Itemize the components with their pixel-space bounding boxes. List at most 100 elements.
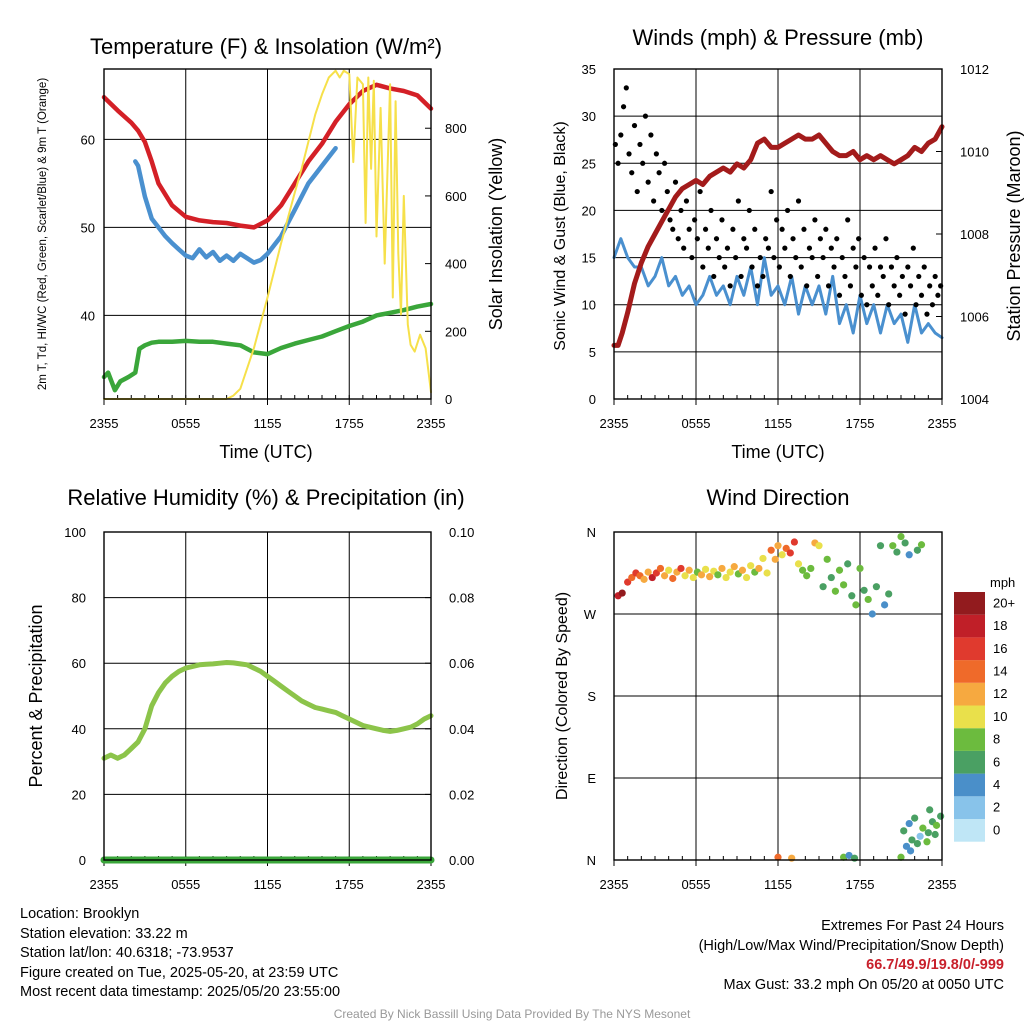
direction-point <box>885 590 893 598</box>
gust-point <box>888 264 895 270</box>
gust-point <box>631 122 638 129</box>
gust-point <box>894 254 900 261</box>
y-tick-label-left: 5 <box>589 345 596 360</box>
series-line-rh_green <box>101 660 434 761</box>
gust-point <box>864 302 870 308</box>
x-tick-label: 0555 <box>682 877 711 892</box>
gust-point <box>746 207 752 214</box>
x-tick-label: 2355 <box>928 877 957 892</box>
direction-point <box>831 587 840 595</box>
gust-point <box>886 302 892 308</box>
direction-point <box>937 812 945 820</box>
colorbar-label: 0 <box>993 822 1000 837</box>
y-tick-label-right: 200 <box>445 324 467 339</box>
direction-point <box>677 564 685 573</box>
gust-point <box>661 160 668 166</box>
panel-title: Relative Humidity (%) & Precipitation (i… <box>67 485 464 510</box>
gust-point <box>790 236 796 242</box>
gust-point <box>779 226 785 232</box>
direction-point <box>835 566 844 574</box>
gust-point <box>847 283 854 289</box>
y-axis-label-left: Percent & Precipitation <box>26 604 46 787</box>
direction-point <box>917 541 926 549</box>
y-tick-label-left: 40 <box>81 308 95 323</box>
gust-point <box>713 236 720 242</box>
credit-text: Created By Nick Bassill Using Data Provi… <box>333 1007 691 1021</box>
direction-point <box>908 836 916 844</box>
direction-point <box>790 538 799 546</box>
direction-point <box>778 551 786 559</box>
series-line-green <box>101 301 434 393</box>
direction-point <box>856 564 864 573</box>
y-tick-label-left: E <box>587 771 596 786</box>
direction-point <box>774 542 782 550</box>
extremes-info: Extremes For Past 24 Hours (High/Low/Max… <box>699 917 1004 995</box>
gust-point <box>891 283 897 289</box>
gust-point <box>913 302 919 308</box>
gust-point <box>765 245 772 251</box>
gust-point <box>897 292 903 298</box>
gust-point <box>615 160 621 166</box>
x-tick-label: 1755 <box>846 416 875 431</box>
gust-point <box>763 236 769 242</box>
gust-point <box>842 273 848 280</box>
gust-point <box>828 245 834 251</box>
gust-point <box>787 273 793 280</box>
x-tick-label: 2355 <box>928 416 957 431</box>
colorbar-label: 12 <box>993 686 1007 701</box>
colorbar-swatch <box>954 682 985 706</box>
direction-point <box>916 832 924 840</box>
direction-point <box>868 610 876 618</box>
direction-point <box>848 592 856 600</box>
direction-point <box>771 555 779 563</box>
direction-point <box>660 572 669 580</box>
direction-point <box>840 581 848 589</box>
direction-point <box>755 564 763 573</box>
direction-point <box>726 568 734 576</box>
direction-point <box>852 601 860 609</box>
direction-point <box>747 562 755 570</box>
x-tick-label: 1155 <box>254 416 282 431</box>
colorbar-label: 4 <box>993 777 1000 792</box>
direction-point <box>730 563 738 571</box>
gust-point <box>640 160 646 166</box>
gust-point <box>675 236 681 242</box>
temperature-panel: Temperature (F) & Insolation (W/m²) 2355… <box>37 34 506 462</box>
y-axis-label-left: Sonic Wind & Gust (Blue, Black) <box>552 121 569 350</box>
gust-point <box>681 245 687 251</box>
x-tick-label: 1755 <box>846 877 875 892</box>
gust-point <box>861 254 867 261</box>
panel-title: Temperature (F) & Insolation (W/m²) <box>90 34 442 59</box>
x-tick-label: 1155 <box>254 877 282 892</box>
gust-point <box>798 264 804 270</box>
winds-pressure-panel: Winds (mph) & Pressure (mb) 2355 0555 1155… <box>552 25 1024 462</box>
gust-point <box>623 85 629 91</box>
gust-point <box>771 254 777 261</box>
y-tick-label-right: 0 <box>445 392 452 407</box>
direction-point <box>913 840 922 848</box>
gust-point <box>823 226 829 232</box>
gust-point <box>735 198 741 204</box>
y-tick-label-left: 30 <box>582 109 596 124</box>
gust-point <box>774 217 780 223</box>
recent-data-text: Most recent data timestamp: 2025/05/20 2… <box>20 984 341 1000</box>
gust-point <box>793 254 799 261</box>
plot-area: 2355 0555 1155 1755 2355 0 20 40 60 80 100 0.00 0.02… <box>64 525 474 892</box>
y-tick-label-left: 15 <box>582 251 596 266</box>
x-axis-label: Time (UTC) <box>731 442 824 462</box>
y-axis-label-left: Direction (Colored By Speed) <box>554 592 571 800</box>
x-tick-label: 2355 <box>417 877 446 892</box>
gust-point <box>916 273 922 280</box>
y-tick-label-left: 20 <box>582 203 596 218</box>
station-info: Location: Brooklyn Station elevation: 33… <box>20 905 340 1003</box>
gust-point <box>694 236 700 242</box>
direction-point <box>919 824 927 832</box>
direction-point <box>722 573 730 582</box>
direction-point <box>823 555 831 563</box>
gust-point <box>656 170 662 176</box>
gust-point <box>689 254 695 261</box>
panel-title: Winds (mph) & Pressure (mb) <box>633 25 924 50</box>
direction-point <box>763 569 771 577</box>
extremes-subheading: (High/Low/Max Wind/Precipitation/Snow De… <box>698 937 1004 954</box>
